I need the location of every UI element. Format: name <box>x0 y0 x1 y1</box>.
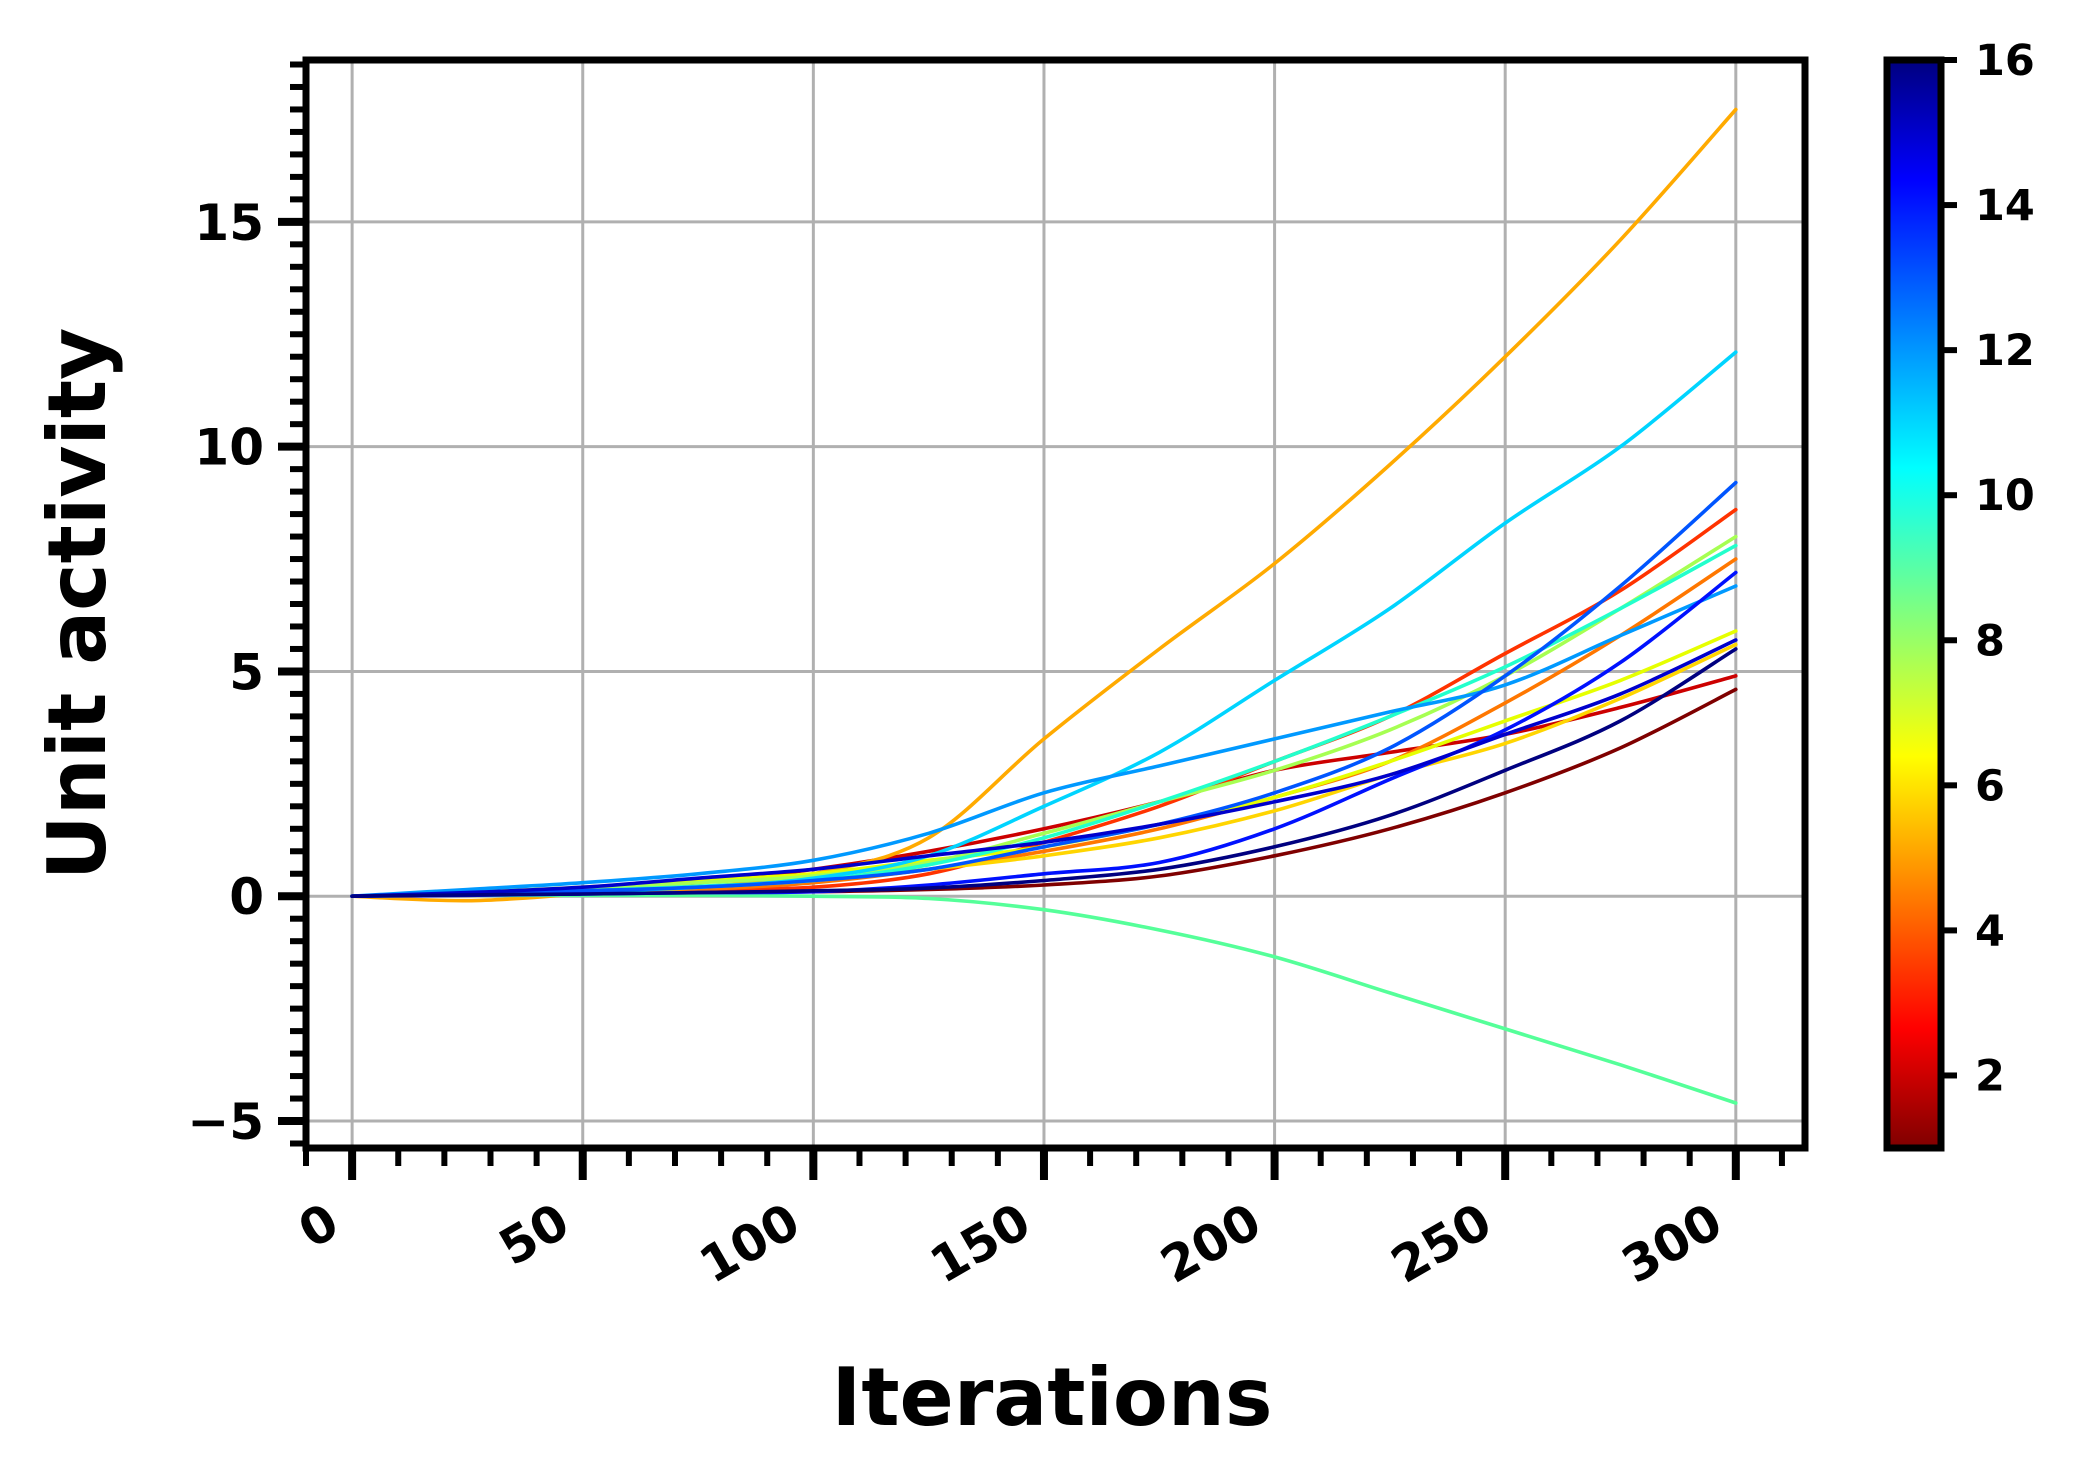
y-tick-label: 5 <box>229 643 264 701</box>
colorbar-tick-label: 4 <box>1975 906 2005 956</box>
colorbar-frame <box>1883 56 1945 1152</box>
y-tick-label: 10 <box>194 419 264 477</box>
y-axis-title: Unit activity <box>31 328 124 880</box>
y-tick-label: −5 <box>187 1093 264 1151</box>
y-tick-label: 0 <box>229 868 264 926</box>
x-tick-label: 250 <box>1382 1192 1501 1294</box>
series-line-13 <box>350 480 1738 898</box>
series-line-15 <box>350 638 1738 898</box>
colorbar-tick-label: 2 <box>1975 1051 2005 1101</box>
series-line-12 <box>350 584 1738 898</box>
x-tick-label: 0 <box>289 1192 348 1260</box>
series-line-16 <box>350 647 1738 898</box>
x-tick-label: 150 <box>921 1192 1040 1294</box>
colorbar-tick-label: 6 <box>1975 761 2005 811</box>
series-lines <box>350 107 1738 1105</box>
colorbar-tick-label: 8 <box>1975 616 2005 666</box>
colorbar-tick-label: 10 <box>1975 471 2035 521</box>
x-tick-label: 300 <box>1612 1192 1731 1294</box>
colorbar-tick-label: 12 <box>1975 326 2035 376</box>
colorbar-tick-label: 14 <box>1975 181 2035 231</box>
x-tick-label: 200 <box>1151 1192 1270 1294</box>
x-axis-title: Iterations <box>832 1351 1273 1444</box>
y-tick-label: 15 <box>194 194 264 252</box>
x-tick-label: 100 <box>690 1192 809 1294</box>
grid <box>306 60 1805 1148</box>
colorbar-tick-label: 16 <box>1975 36 2035 86</box>
colorbar-gradient <box>1887 60 1941 1148</box>
axes <box>278 56 1809 1180</box>
x-tick-label: 50 <box>489 1192 578 1277</box>
colorbar: 2 4 6 8 10 12 14 16 <box>1883 36 2035 1152</box>
